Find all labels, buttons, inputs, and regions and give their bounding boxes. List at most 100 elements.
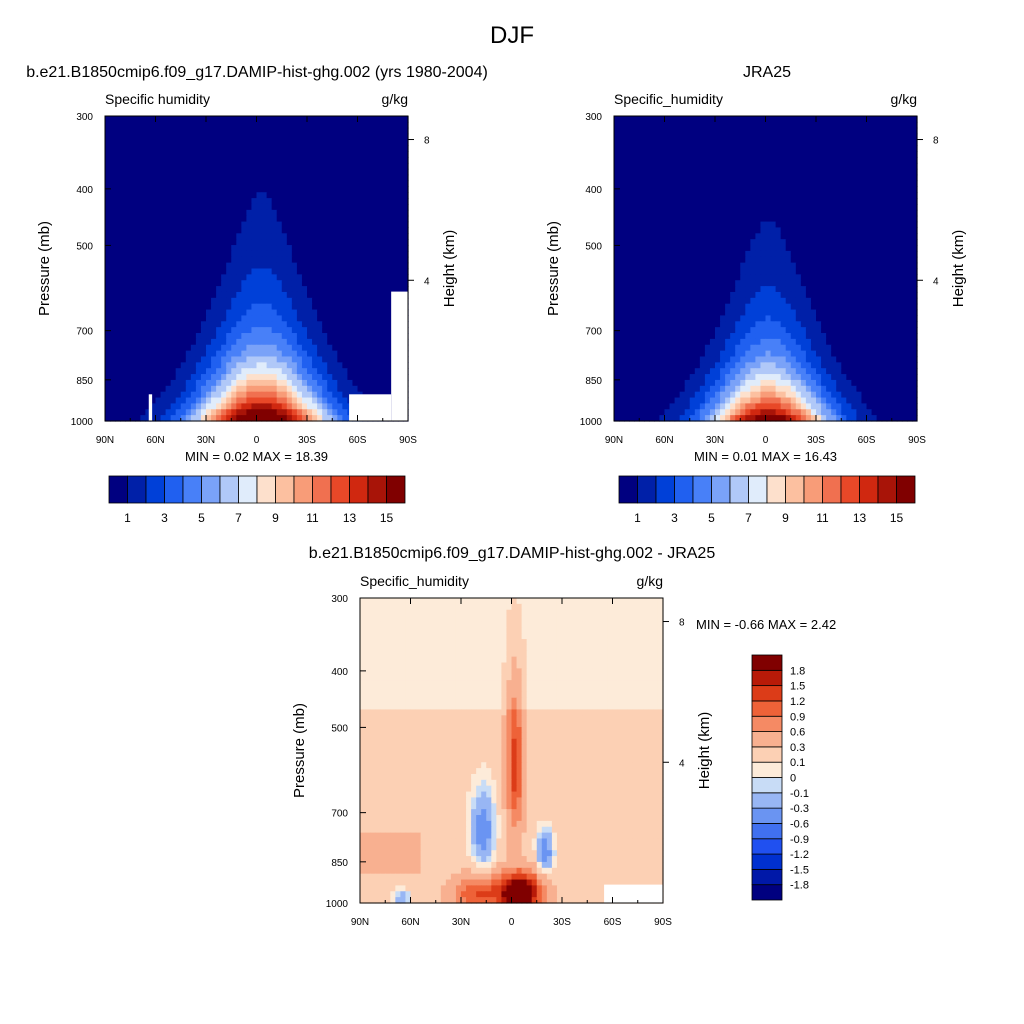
field-cell — [135, 286, 141, 293]
field-cell — [105, 239, 111, 246]
field-cell — [347, 309, 354, 317]
field-cell — [140, 268, 146, 275]
field-cell — [760, 168, 767, 176]
field-cell — [145, 286, 152, 293]
field-cell — [236, 409, 242, 416]
field-cell — [150, 315, 157, 322]
field-cell — [362, 139, 369, 146]
field-cell — [301, 233, 308, 240]
field-cell — [337, 403, 343, 410]
field-cell — [821, 256, 827, 264]
field-cell — [735, 209, 741, 217]
field-cell — [256, 303, 263, 311]
field-cell — [231, 333, 237, 340]
field-cell — [211, 133, 217, 141]
field-cell — [871, 180, 878, 187]
field-cell — [382, 174, 389, 182]
field-cell — [195, 315, 202, 322]
field-cell — [851, 127, 857, 135]
field-cell — [654, 280, 661, 287]
field-cell — [160, 139, 167, 146]
x-tick-label: 90N — [96, 435, 114, 446]
field-cell — [251, 344, 258, 352]
field-cell — [694, 121, 701, 129]
field-cell — [352, 192, 359, 199]
field-cell — [236, 385, 242, 393]
field-cell — [332, 303, 338, 311]
field-cell — [115, 309, 121, 317]
field-cell — [160, 221, 167, 229]
field-cell — [221, 379, 227, 387]
field-cell — [392, 116, 399, 123]
field-cell — [664, 121, 671, 129]
field-cell — [372, 233, 379, 240]
field-cell — [810, 139, 817, 146]
field-cell — [317, 121, 323, 129]
colorbar-swatch — [127, 475, 147, 504]
field-cell — [785, 174, 792, 182]
field-cell — [684, 186, 691, 193]
field-cell — [216, 116, 222, 123]
field-cell — [276, 403, 283, 410]
field-cell — [377, 327, 384, 334]
field-cell — [145, 409, 152, 416]
field-cell — [251, 338, 258, 346]
field-cell — [231, 280, 237, 287]
field-cell — [160, 397, 167, 405]
field-cell — [160, 145, 167, 152]
field-cell — [211, 245, 217, 252]
field-cell — [115, 368, 121, 375]
field-cell — [145, 274, 152, 281]
field-cell — [226, 309, 232, 317]
field-cell — [709, 157, 716, 164]
field-cell — [397, 203, 404, 211]
field-cell — [624, 280, 630, 287]
field-cell — [216, 338, 222, 346]
field-cell — [674, 245, 681, 252]
field-cell — [190, 268, 197, 275]
field-cell — [715, 127, 721, 135]
field-cell — [649, 286, 655, 293]
field-cell — [145, 415, 152, 422]
field-cell — [236, 391, 242, 399]
field-cell — [745, 127, 751, 135]
field-cell — [296, 221, 303, 229]
field-cell — [246, 356, 253, 363]
field-cell — [231, 168, 237, 176]
field-cell — [115, 403, 121, 410]
field-cell — [271, 127, 278, 135]
field-cell — [231, 327, 237, 334]
field-cell — [115, 362, 121, 369]
field-cell — [312, 162, 318, 170]
field-cell — [659, 268, 666, 275]
field-cell — [150, 327, 157, 334]
field-cell — [826, 151, 832, 158]
field-cell — [185, 303, 192, 311]
field-cell — [906, 209, 913, 217]
field-cell — [694, 274, 701, 281]
field-cell — [644, 215, 650, 223]
field-cell — [307, 344, 313, 352]
field-cell — [115, 168, 121, 176]
field-cell — [372, 145, 379, 152]
field-cell — [679, 268, 686, 275]
field-cell — [165, 274, 172, 281]
field-cell — [821, 192, 827, 199]
field-cell — [236, 233, 242, 240]
field-cell — [246, 157, 253, 164]
field-cell — [221, 239, 227, 246]
field-cell — [861, 198, 868, 205]
field-cell — [392, 268, 399, 275]
field-cell — [301, 385, 308, 393]
field-cell — [140, 162, 146, 170]
field-cell — [644, 157, 650, 164]
field-cell — [377, 338, 384, 346]
field-cell — [281, 415, 288, 422]
field-cell — [659, 192, 666, 199]
field-cell — [135, 151, 141, 158]
field-cell — [851, 233, 857, 240]
field-cell — [342, 333, 348, 340]
field-cell — [312, 121, 318, 129]
field-cell — [699, 239, 706, 246]
field-cell — [846, 233, 852, 240]
